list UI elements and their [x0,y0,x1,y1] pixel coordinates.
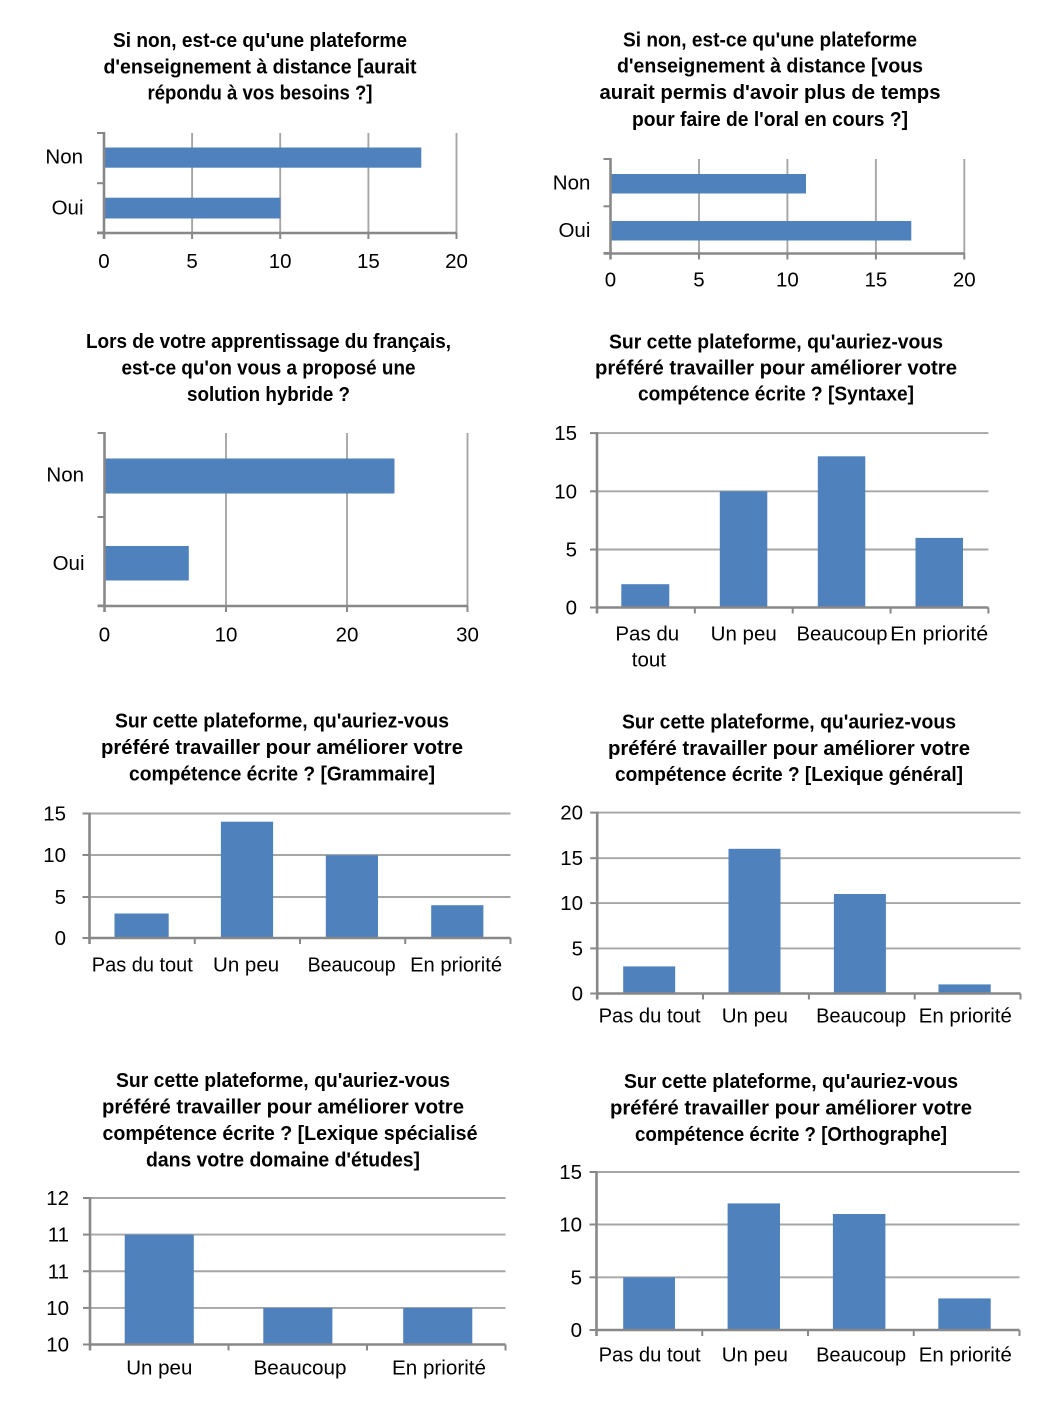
svg-text:10: 10 [43,844,66,867]
svg-text:Beaucoup: Beaucoup [797,623,888,646]
svg-text:En priorité: En priorité [392,1357,486,1380]
svg-text:10: 10 [46,1297,69,1320]
svg-text:Un peu: Un peu [722,1343,788,1366]
svg-text:0: 0 [605,269,616,292]
svg-text:Si non, est-ce qu'une platefor: Si non, est-ce qu'une plateforme [113,30,407,52]
svg-text:15: 15 [357,250,380,273]
svg-text:compétence écrite ? [Lexique s: compétence écrite ? [Lexique spécialisé [103,1123,478,1145]
svg-text:10: 10 [560,892,583,915]
svg-text:Lors de votre apprentissage du: Lors de votre apprentissage du français, [86,331,451,353]
svg-text:pour faire de l'oral en cours: pour faire de l'oral en cours ?] [632,109,908,131]
svg-text:En priorité: En priorité [410,954,502,977]
svg-text:Un peu: Un peu [126,1357,192,1380]
svg-text:Un peu: Un peu [722,1004,788,1027]
svg-text:0: 0 [55,927,66,950]
svg-text:0: 0 [99,624,110,647]
svg-text:Non: Non [46,464,84,487]
svg-text:préféré travailler pour amélio: préféré travailler pour améliorer votre [608,738,970,760]
svg-text:5: 5 [566,539,577,562]
svg-text:répondu à vos besoins ?]: répondu à vos besoins ?] [148,83,373,105]
svg-text:5: 5 [55,886,66,909]
svg-text:Sur cette plateforme, qu'aurie: Sur cette plateforme, qu'auriez-vous [624,1071,958,1093]
svg-text:20: 20 [336,624,359,647]
svg-text:15: 15 [560,847,583,870]
svg-text:aurait permis d'avoir plus de: aurait permis d'avoir plus de temps [600,82,941,104]
svg-text:11: 11 [48,1260,69,1283]
svg-text:Sur cette plateforme, qu'aurie: Sur cette plateforme, qu'auriez-vous [116,1070,450,1092]
svg-text:15: 15 [864,269,887,292]
svg-text:20: 20 [953,269,976,292]
svg-text:0: 0 [572,983,583,1006]
svg-text:préféré travailler pour amélio: préféré travailler pour améliorer votre [610,1098,972,1120]
svg-text:10: 10 [46,1334,69,1357]
svg-text:Non: Non [553,172,591,195]
svg-text:15: 15 [554,422,577,445]
svg-text:compétence écrite ? [Syntaxe]: compétence écrite ? [Syntaxe] [638,384,914,406]
svg-text:Pas du tout: Pas du tout [92,954,193,977]
svg-text:Beaucoup: Beaucoup [308,954,396,977]
svg-text:compétence écrite ? [Orthograp: compétence écrite ? [Orthographe] [635,1124,947,1146]
svg-text:11: 11 [48,1224,69,1247]
svg-text:5: 5 [572,937,583,960]
svg-text:compétence écrite ? [Lexique g: compétence écrite ? [Lexique général] [615,764,963,786]
svg-text:Pas du tout: Pas du tout [599,1343,701,1366]
svg-text:Beaucoup: Beaucoup [816,1004,906,1027]
svg-text:Sur cette plateforme, qu'aurie: Sur cette plateforme, qu'auriez-vous [115,711,449,733]
svg-text:10: 10 [215,624,238,647]
svg-text:d'enseignement à distance [vou: d'enseignement à distance [vous [617,56,923,78]
svg-text:Oui: Oui [558,219,590,242]
svg-text:dans votre domaine d'études]: dans votre domaine d'études] [146,1150,420,1172]
svg-text:10: 10 [554,480,577,503]
svg-text:5: 5 [571,1266,582,1289]
svg-text:préféré travailler pour amélio: préféré travailler pour améliorer votre [101,737,463,759]
svg-text:0: 0 [98,250,109,273]
svg-text:0: 0 [571,1319,582,1342]
svg-text:En priorité: En priorité [919,1343,1012,1366]
svg-text:30: 30 [456,624,479,647]
svg-text:compétence écrite ? [Grammaire: compétence écrite ? [Grammaire] [129,764,435,786]
svg-text:Non: Non [45,145,83,168]
svg-text:20: 20 [560,802,583,825]
svg-text:15: 15 [43,803,66,826]
svg-text:tout: tout [632,648,666,671]
svg-text:Un peu: Un peu [711,623,777,646]
svg-text:Pas du: Pas du [615,623,679,646]
svg-text:préféré travailler pour amélio: préféré travailler pour améliorer votre [102,1097,464,1119]
svg-text:5: 5 [186,250,197,273]
svg-text:solution hybride ?: solution hybride ? [187,384,350,406]
svg-text:12: 12 [46,1187,69,1210]
svg-text:En priorité: En priorité [919,1004,1012,1027]
svg-text:Si non, est-ce qu'une platefor: Si non, est-ce qu'une plateforme [623,30,917,52]
svg-text:0: 0 [566,597,577,620]
svg-text:5: 5 [693,269,704,292]
svg-text:10: 10 [269,250,292,273]
svg-text:Oui: Oui [53,552,85,575]
svg-text:d'enseignement à distance [aur: d'enseignement à distance [aurait [104,57,417,79]
svg-text:préféré travailler pour amélio: préféré travailler pour améliorer votre [595,358,957,380]
svg-text:20: 20 [445,250,468,273]
svg-text:Beaucoup: Beaucoup [254,1357,347,1380]
svg-text:Sur cette plateforme, qu'aurie: Sur cette plateforme, qu'auriez-vous [609,332,943,354]
svg-text:En priorité: En priorité [890,623,988,646]
svg-text:Pas du tout: Pas du tout [599,1004,701,1027]
svg-text:Un peu: Un peu [213,954,279,977]
svg-text:15: 15 [559,1161,582,1184]
svg-text:Sur cette plateforme, qu'aurie: Sur cette plateforme, qu'auriez-vous [622,712,956,734]
svg-text:Oui: Oui [52,196,84,219]
svg-text:est-ce qu'on vous a proposé un: est-ce qu'on vous a proposé une [122,358,416,380]
svg-text:Beaucoup: Beaucoup [816,1343,906,1366]
svg-text:10: 10 [776,269,799,292]
svg-text:10: 10 [559,1214,582,1237]
